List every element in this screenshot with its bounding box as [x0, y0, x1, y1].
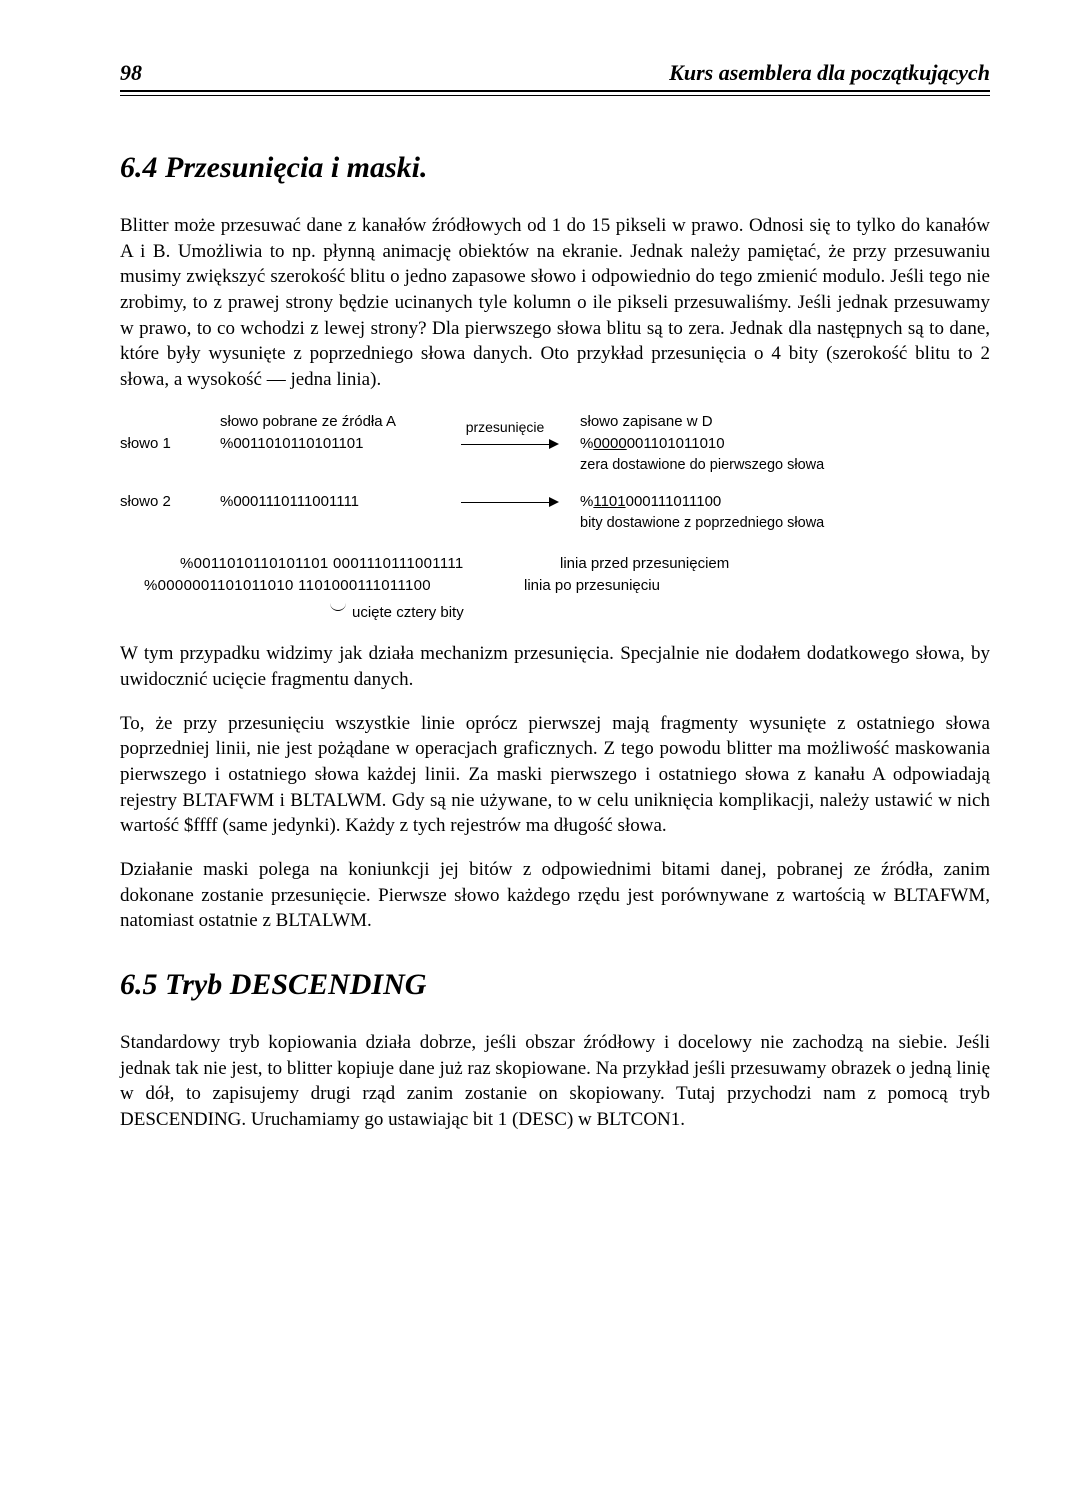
arrow-caption: przesunięcie: [440, 419, 570, 435]
section-6-5-heading: 6.5 Tryb DESCENDING: [120, 968, 990, 1002]
header-rule: [120, 95, 990, 96]
diagram-long-line1-bits: %0011010110101101 0001110111001111: [180, 555, 520, 572]
section-6-4-heading: 6.4 Przesunięcia i maski.: [120, 151, 990, 185]
diagram-row2-srcA: %0001110111001111: [220, 493, 440, 510]
diagram-header-destD: słowo zapisane w D: [580, 413, 880, 430]
diagram-long-line2-bits: %0000001101011010 1101000111011100: [144, 577, 520, 594]
diagram-row1-destD: %0000001101011010: [580, 435, 880, 452]
section-6-4-para-4: Działanie maski polega na koniunkcji jej…: [120, 857, 990, 934]
diagram-row1-label: słowo 1: [120, 435, 220, 452]
section-6-4-para-1: Blitter może przesuwać dane z kanałów źr…: [120, 213, 990, 392]
diagram-row2-arrow: [440, 493, 580, 510]
diagram-row2-note: bity dostawione z poprzedniego słowa: [580, 515, 880, 531]
diagram-row1-srcA: %0011010110101101: [220, 435, 440, 452]
section-6-4-para-3: To, że przy przesunięciu wszystkie linie…: [120, 711, 990, 839]
diagram-long-line2-label: linia po przesunięciu: [524, 577, 660, 594]
section-6-5-para-1: Standardowy tryb kopiowania działa dobrz…: [120, 1030, 990, 1133]
diagram-long-line1-label: linia przed przesunięciem: [560, 555, 729, 572]
running-title: Kurs asemblera dla początkujących: [669, 60, 990, 86]
diagram-cutoff-label: ucięte cztery bity: [330, 604, 990, 621]
shift-diagram: słowo pobrane ze źródła A słowo zapisane…: [120, 410, 990, 621]
running-header: 98 Kurs asemblera dla początkujących: [120, 60, 990, 92]
diagram-row2-label: słowo 2: [120, 493, 220, 510]
diagram-row1-arrow: przesunięcie: [440, 435, 580, 452]
diagram-header-srcA: słowo pobrane ze źródła A: [220, 413, 440, 430]
diagram-row1-note: zera dostawione do pierwszego słowa: [580, 457, 880, 473]
page-number: 98: [120, 60, 142, 86]
page: 98 Kurs asemblera dla początkujących 6.4…: [0, 0, 1080, 1500]
section-6-4-para-2: W tym przypadku widzimy jak działa mecha…: [120, 641, 990, 692]
diagram-row2-destD: %1101000111011100: [580, 493, 880, 510]
